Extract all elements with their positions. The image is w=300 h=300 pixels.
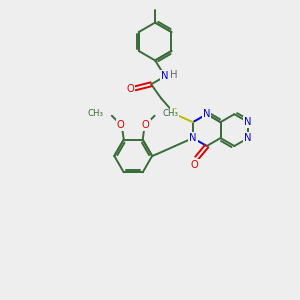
Text: S: S [171, 108, 178, 118]
Text: O: O [142, 120, 149, 130]
Text: H: H [170, 70, 178, 80]
Text: CH₃: CH₃ [88, 109, 104, 118]
Text: CH₃: CH₃ [163, 109, 178, 118]
Text: N: N [203, 109, 211, 119]
Text: N: N [161, 71, 169, 81]
Text: O: O [191, 160, 199, 170]
Text: N: N [244, 117, 252, 127]
Text: O: O [117, 120, 125, 130]
Text: N: N [189, 133, 197, 143]
Text: N: N [244, 133, 252, 143]
Text: O: O [126, 84, 134, 94]
